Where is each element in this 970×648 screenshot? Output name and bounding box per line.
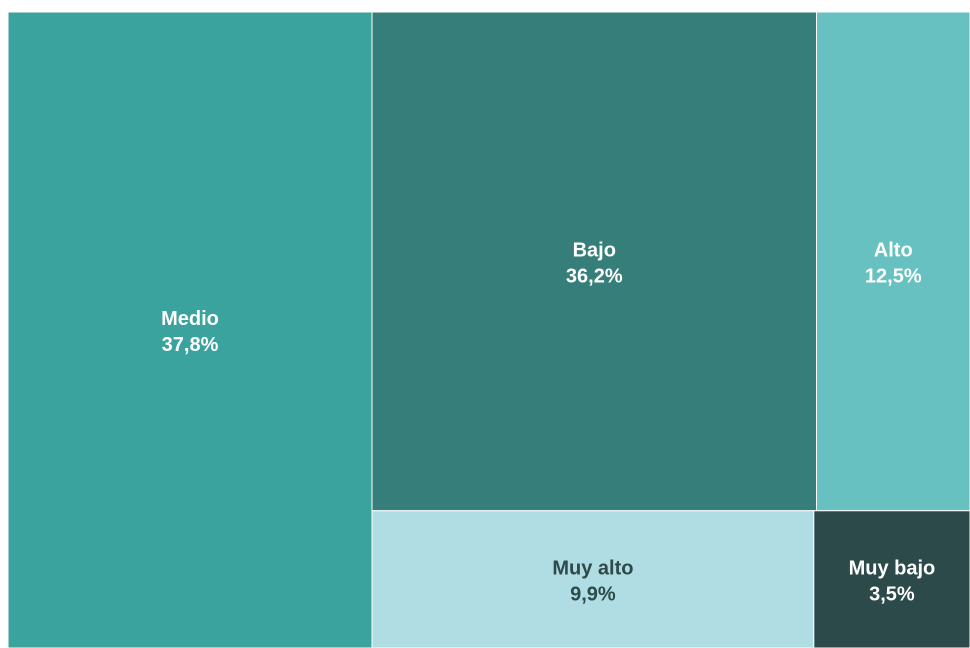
- treemap-value-muy-alto: 9,9%: [570, 583, 616, 605]
- treemap-label-muy-alto: Muy alto: [552, 557, 633, 579]
- treemap-value-bajo: 36,2%: [566, 265, 623, 287]
- treemap-rect-medio: [7, 11, 373, 648]
- treemap-tile-bajo: Bajo 36,2%: [371, 11, 818, 512]
- treemap-value-alto: 12,5%: [865, 265, 922, 287]
- treemap-rect-bajo: [371, 11, 818, 512]
- treemap-label-bajo: Bajo: [573, 239, 616, 261]
- treemap-rect-alto: [816, 11, 970, 512]
- treemap-label-medio: Medio: [161, 308, 219, 330]
- treemap-rect-muy-alto: [371, 510, 815, 648]
- treemap-label-alto: Alto: [874, 239, 913, 261]
- treemap-tile-medio: Medio 37,8%: [7, 11, 373, 648]
- treemap-tile-muy-alto: Muy alto 9,9%: [371, 510, 815, 648]
- treemap-value-muy-bajo: 3,5%: [869, 583, 915, 605]
- treemap-rect-muy-bajo: [813, 510, 970, 648]
- treemap-tile-alto: Alto 12,5%: [816, 11, 970, 512]
- treemap-value-medio: 37,8%: [162, 334, 219, 356]
- treemap-label-muy-bajo: Muy bajo: [849, 557, 936, 579]
- treemap-tile-muy-bajo: Muy bajo 3,5%: [813, 510, 970, 648]
